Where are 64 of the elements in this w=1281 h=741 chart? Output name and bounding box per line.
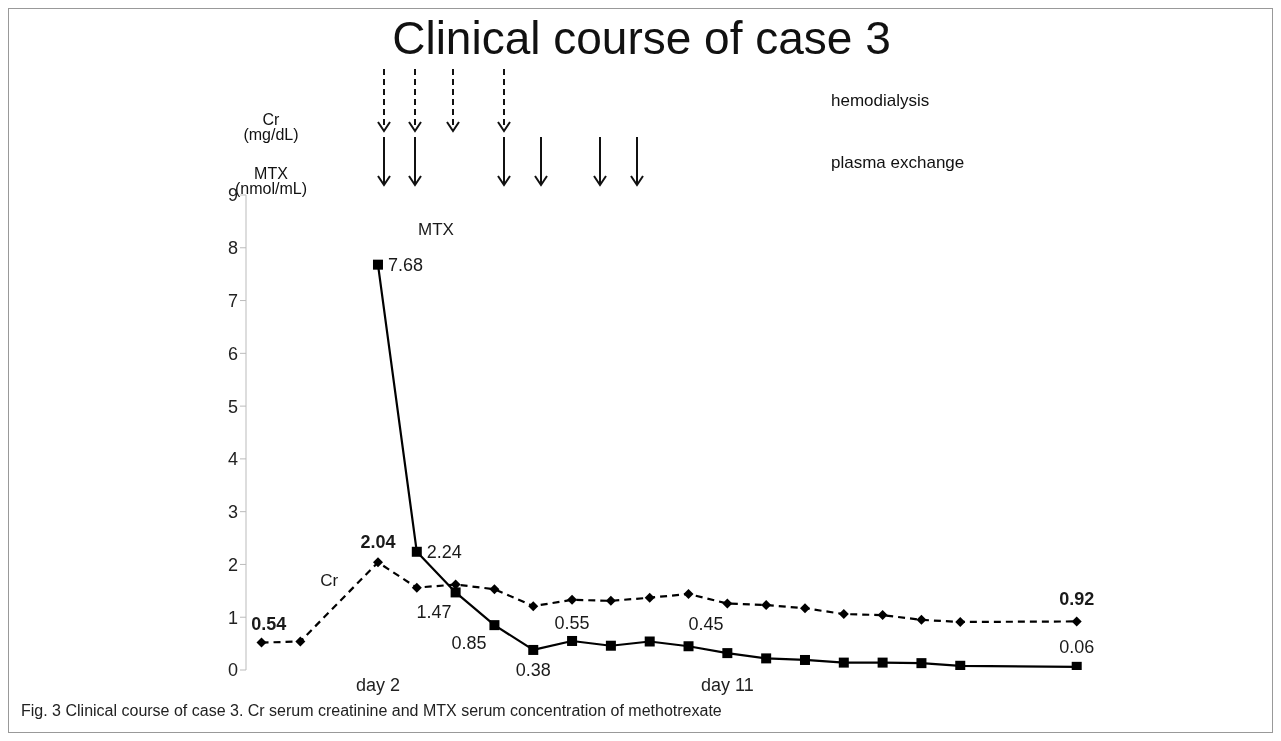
- point: [761, 600, 772, 611]
- y-tick-label: 0: [227, 660, 238, 681]
- point: [877, 610, 888, 621]
- point: [683, 589, 694, 599]
- point: [489, 584, 500, 595]
- point: [372, 259, 383, 270]
- point: [1071, 616, 1082, 627]
- point: [799, 654, 810, 665]
- point: [644, 636, 655, 647]
- point: [955, 616, 966, 627]
- point: [450, 587, 461, 598]
- y-axis-title: Cr (mg/dL): [243, 111, 299, 143]
- text: plasma exchange: [831, 153, 965, 172]
- point: [955, 660, 966, 670]
- point: [256, 637, 267, 648]
- point: [722, 598, 733, 609]
- point: [411, 582, 422, 593]
- point: [528, 644, 539, 655]
- y-tick-label: 2: [227, 554, 238, 575]
- point: [916, 658, 927, 669]
- series-label: Cr: [320, 570, 339, 590]
- point: [877, 657, 888, 668]
- y-tick-label: 1: [227, 607, 238, 628]
- point: [722, 648, 733, 659]
- y-tick-label: 7: [227, 290, 238, 311]
- point: [567, 594, 578, 605]
- point: [1071, 661, 1082, 670]
- point: [295, 636, 306, 647]
- point: [567, 635, 578, 646]
- x-tick-label: day 11: [700, 674, 754, 695]
- point: [411, 546, 422, 557]
- y-tick-label: 5: [227, 396, 238, 417]
- point: [605, 640, 616, 651]
- data-label: 0.06: [1059, 636, 1095, 657]
- x-tick-label: day 2: [355, 674, 401, 695]
- point: [683, 641, 694, 652]
- text: MTX: [417, 219, 454, 239]
- point: [528, 601, 539, 612]
- point: [761, 653, 772, 664]
- chart-title: Clinical course of case 3: [391, 11, 892, 65]
- y-tick-label: 3: [227, 502, 238, 523]
- point: [916, 614, 927, 625]
- data-label: 0.85: [451, 633, 487, 654]
- text: hemodialysis: [831, 91, 930, 110]
- data-label: 0.55: [554, 612, 590, 633]
- data-label: 7.68: [387, 254, 424, 275]
- y-tick-label: 8: [227, 238, 238, 259]
- data-label: 0.38: [515, 659, 551, 680]
- point: [372, 557, 383, 568]
- y-tick-label: 4: [227, 449, 238, 470]
- data-label: 1.47: [416, 602, 452, 623]
- point: [644, 592, 655, 603]
- caption: Fig. 3 Clinical course of case 3. Cr serum creatinine and MTX serum concentration of methotrexate: [21, 702, 722, 720]
- data-label: 0.92: [1059, 589, 1095, 610]
- point: [489, 620, 500, 631]
- data-label: 2.04: [360, 532, 396, 553]
- data-label: 0.45: [688, 614, 724, 635]
- data-label: 0.54: [251, 613, 287, 634]
- point: [838, 657, 849, 668]
- point: [799, 603, 810, 614]
- point: [838, 609, 849, 620]
- point: [605, 595, 616, 606]
- data-label: 2.24: [426, 541, 462, 562]
- y-tick-label: 6: [227, 343, 238, 364]
